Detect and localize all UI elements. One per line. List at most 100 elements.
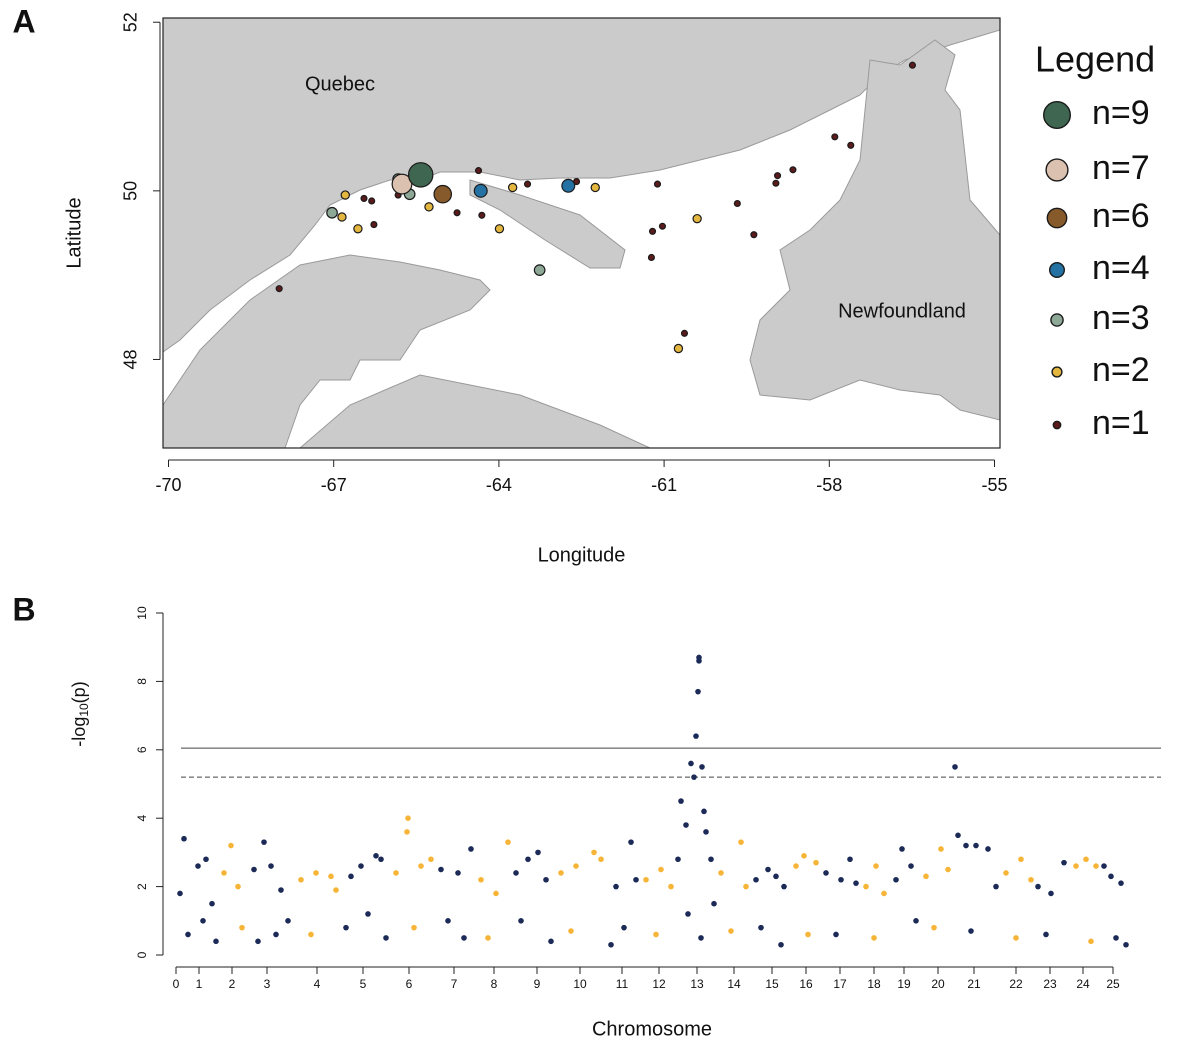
snp-point bbox=[701, 808, 707, 815]
sample-site bbox=[473, 183, 488, 198]
legend-marker bbox=[1046, 207, 1068, 229]
snp-point bbox=[1061, 859, 1067, 866]
snp-point bbox=[683, 822, 689, 828]
snp-point bbox=[675, 856, 681, 863]
snp-point bbox=[621, 924, 627, 931]
snp-point bbox=[738, 839, 744, 845]
snp-point bbox=[200, 918, 206, 924]
y-tick-label: 52 bbox=[121, 12, 141, 32]
sample-site bbox=[590, 182, 600, 193]
legend-label: n=7 bbox=[1092, 149, 1150, 187]
x-tick-label: 11 bbox=[616, 977, 629, 991]
snp-point bbox=[328, 873, 334, 880]
snp-point bbox=[235, 883, 241, 890]
x-tick-label: 18 bbox=[867, 977, 881, 991]
y-axis-title: -log10(p) bbox=[69, 681, 91, 746]
snp-point bbox=[778, 941, 784, 948]
snp-point bbox=[688, 760, 694, 767]
snp-point bbox=[711, 900, 717, 907]
snp-point bbox=[1093, 863, 1099, 869]
x-tick-label: -55 bbox=[981, 475, 1007, 495]
gaspe-land bbox=[163, 254, 491, 448]
snp-point bbox=[478, 876, 484, 883]
sample-site bbox=[275, 285, 283, 293]
snp-point bbox=[348, 873, 354, 880]
snp-point bbox=[411, 924, 417, 931]
legend-marker bbox=[1048, 262, 1065, 279]
snp-point bbox=[525, 856, 531, 863]
snp-point bbox=[1083, 856, 1089, 863]
y-title-sub: 10 bbox=[77, 703, 91, 717]
snp-point bbox=[893, 876, 899, 883]
snp-point bbox=[633, 876, 639, 883]
snp-point bbox=[696, 654, 702, 661]
snp-point bbox=[418, 863, 424, 869]
snp-point bbox=[1028, 876, 1034, 883]
x-tick-label: 8 bbox=[491, 977, 498, 991]
snp-point bbox=[1003, 870, 1009, 876]
sample-site bbox=[561, 178, 576, 193]
legend-marker bbox=[1042, 100, 1071, 129]
x-tick-label: 22 bbox=[1009, 977, 1023, 991]
snp-point bbox=[573, 863, 579, 869]
legend-label: n=2 bbox=[1092, 351, 1150, 389]
snp-point bbox=[963, 842, 969, 849]
x-tick-label: 23 bbox=[1043, 977, 1057, 991]
sample-site bbox=[533, 264, 546, 276]
x-tick-label: 7 bbox=[451, 977, 458, 991]
snp-point bbox=[393, 870, 399, 876]
snp-point bbox=[643, 876, 649, 883]
snp-point bbox=[913, 918, 919, 924]
snp-point bbox=[899, 846, 905, 852]
snp-point bbox=[938, 846, 944, 852]
snp-point bbox=[213, 938, 219, 945]
snp-point bbox=[273, 931, 279, 938]
x-tick-label: 14 bbox=[727, 977, 741, 991]
region-label: Newfoundland bbox=[838, 300, 966, 322]
snp-point bbox=[1088, 938, 1094, 945]
snp-point bbox=[955, 832, 961, 839]
y-tick-label: 2 bbox=[135, 883, 149, 890]
snp-point bbox=[505, 839, 511, 845]
x-tick-label: 0 bbox=[173, 977, 180, 991]
x-tick-label: 9 bbox=[534, 977, 541, 991]
y-tick-label: 4 bbox=[135, 815, 149, 822]
sample-site bbox=[337, 212, 347, 222]
sample-site bbox=[692, 213, 702, 224]
snp-point bbox=[278, 887, 284, 893]
y-title-main: -log bbox=[69, 717, 89, 747]
snp-point bbox=[847, 856, 853, 863]
snp-point bbox=[1101, 863, 1107, 869]
snp-point bbox=[518, 918, 524, 924]
sample-site bbox=[653, 180, 662, 188]
y-tick-label: 0 bbox=[135, 951, 149, 958]
x-tick-label: 10 bbox=[573, 977, 587, 991]
x-tick-label: 15 bbox=[765, 977, 779, 991]
sample-site bbox=[647, 253, 655, 262]
snp-point bbox=[753, 876, 759, 883]
snp-point bbox=[313, 870, 319, 876]
x-tick-label: -58 bbox=[816, 475, 842, 495]
snp-point bbox=[718, 870, 724, 876]
legend-marker bbox=[1050, 313, 1064, 327]
snp-point bbox=[261, 839, 267, 845]
snp-point bbox=[695, 688, 701, 695]
sample-site bbox=[847, 141, 855, 149]
legend-label: n=6 bbox=[1092, 197, 1150, 235]
snp-point bbox=[228, 842, 234, 849]
snp-point bbox=[1013, 935, 1019, 941]
panel-label: B bbox=[12, 591, 35, 627]
x-tick-label: 4 bbox=[314, 977, 321, 991]
sample-site bbox=[673, 343, 684, 354]
sample-site bbox=[507, 182, 518, 193]
legend-marker bbox=[1045, 158, 1069, 182]
sample-site bbox=[370, 221, 378, 229]
legend-label: n=9 bbox=[1092, 94, 1150, 132]
snp-point bbox=[693, 733, 699, 739]
snp-point bbox=[728, 928, 734, 934]
snp-point bbox=[438, 866, 444, 873]
x-tick-label: 21 bbox=[967, 977, 981, 991]
x-tick-label: -61 bbox=[651, 475, 677, 495]
snp-point bbox=[699, 764, 705, 770]
y-tick-label: 48 bbox=[121, 349, 141, 369]
